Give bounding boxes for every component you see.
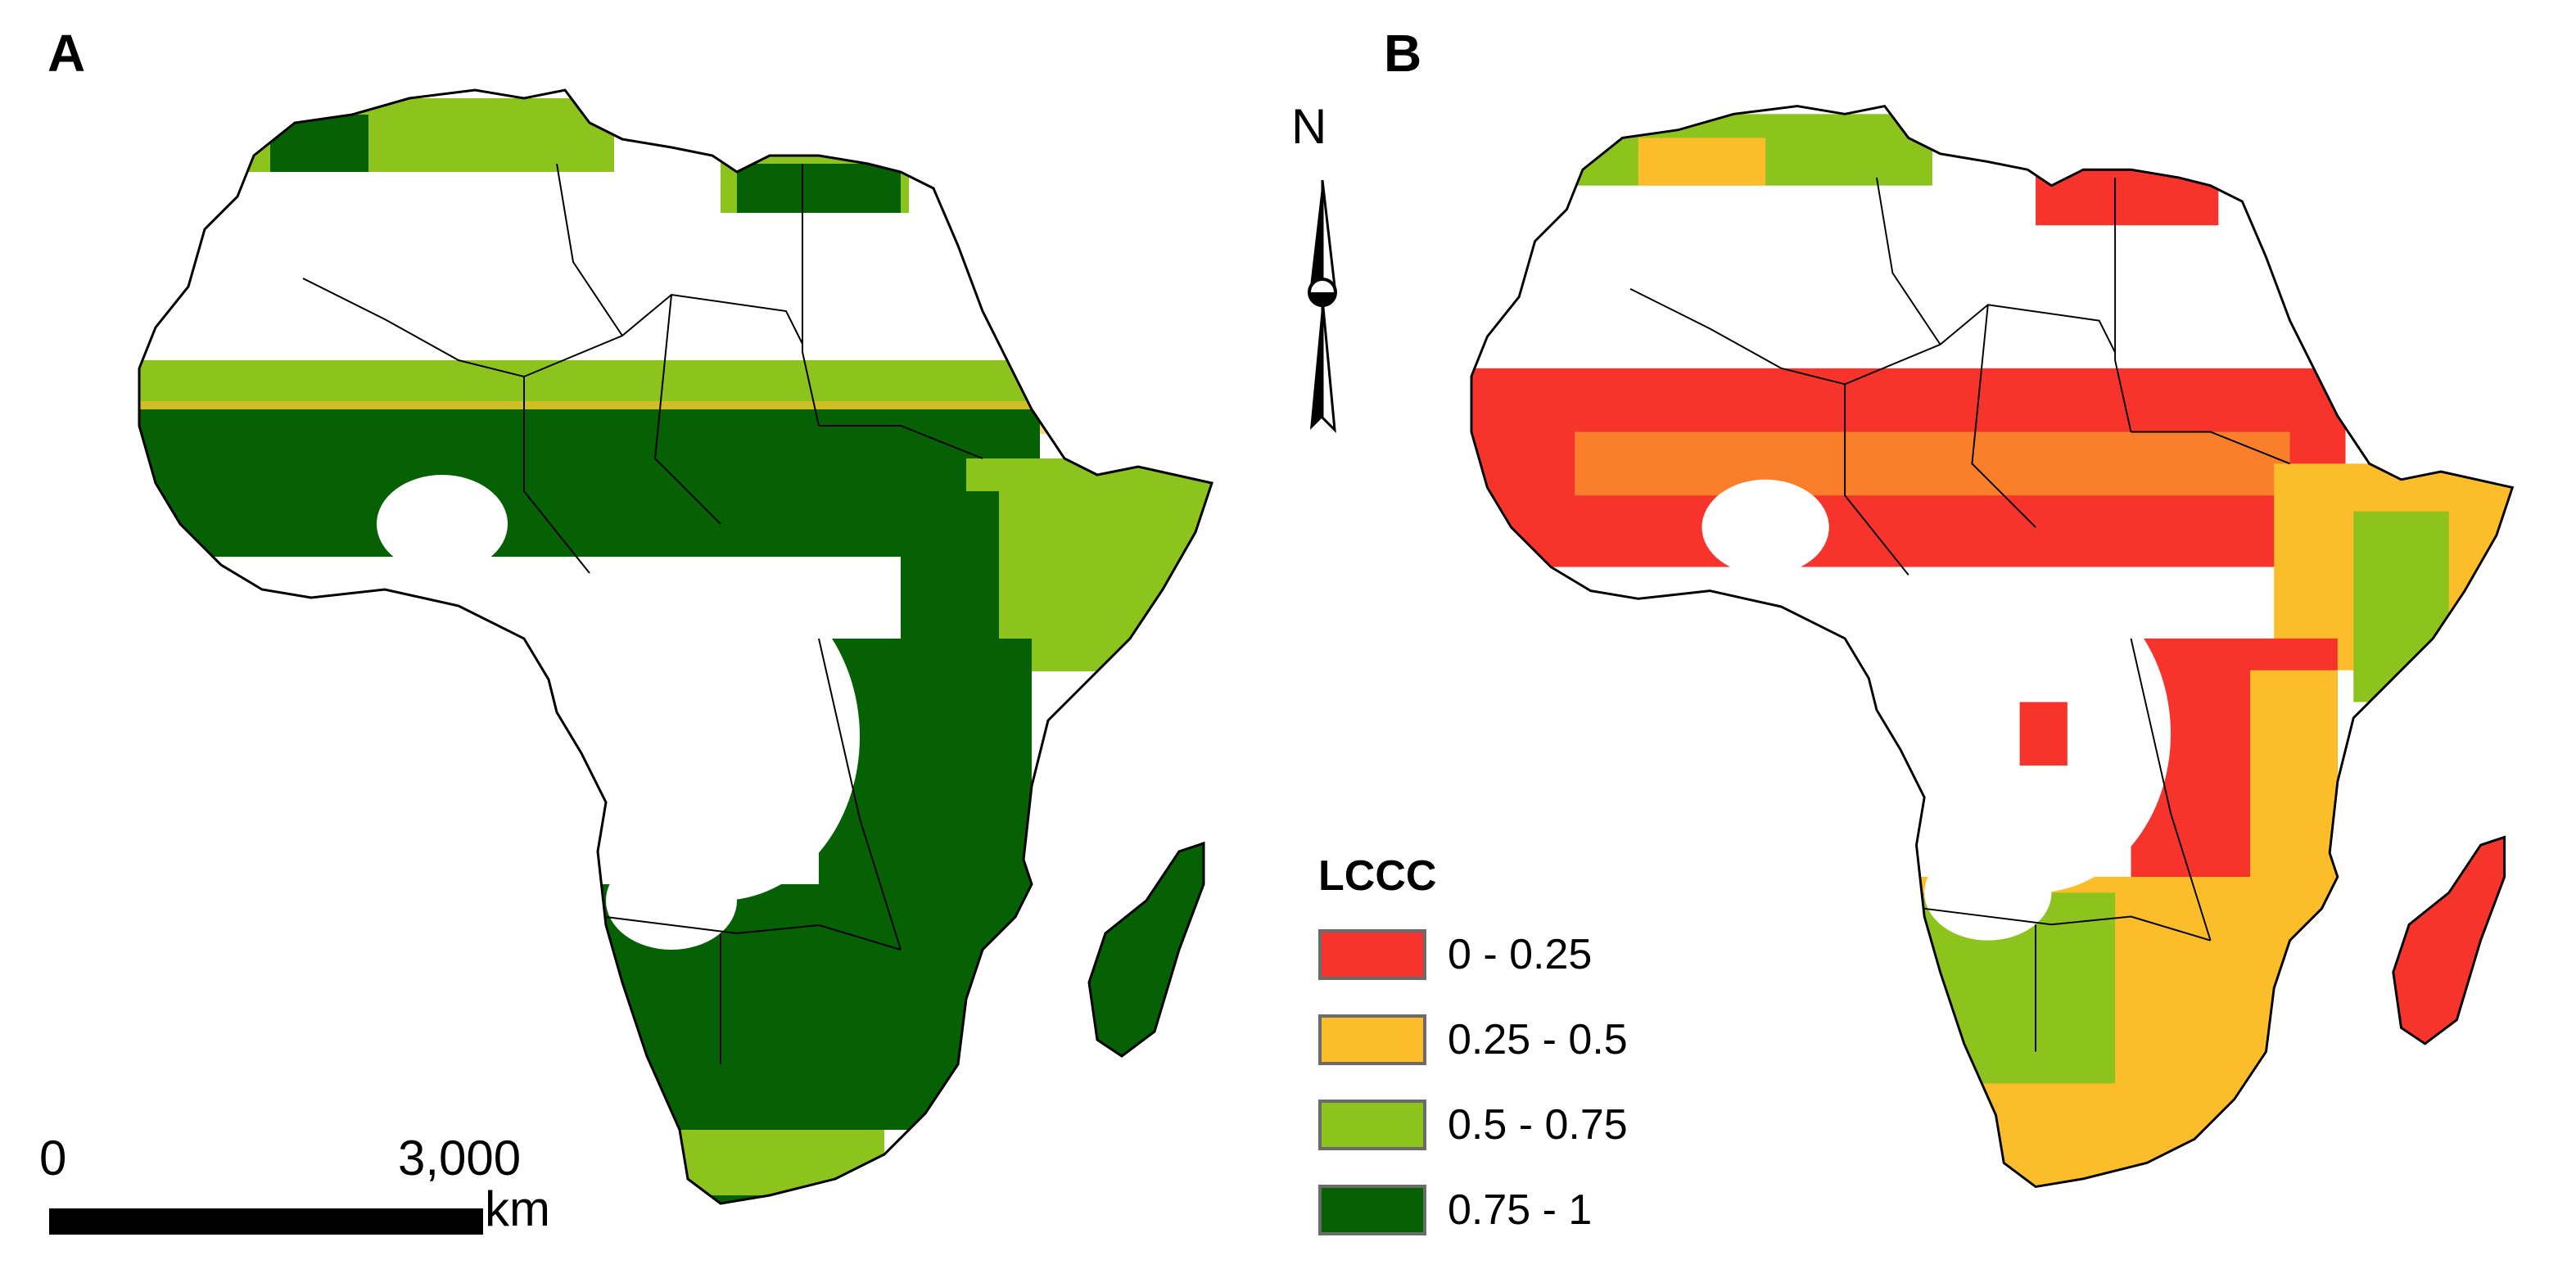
country-borders-a [302,163,983,1064]
legend: LCCC 0 - 0.25 0.25 - 0.5 0.5 - 0.75 0.75… [1318,851,1744,1261]
scale-start-label: 0 [39,1131,67,1185]
legend-title: LCCC [1318,852,1437,900]
legend-label: 0.5 - 0.75 [1448,1101,1628,1149]
country-borders-b [1629,177,2290,1052]
legend-label: 0.75 - 1 [1448,1186,1593,1234]
legend-swatch [1318,1100,1426,1150]
legend-label: 0.25 - 0.5 [1448,1016,1628,1064]
legend-item: 0.75 - 1 [1318,1167,1744,1253]
legend-item: 0 - 0.25 [1318,912,1744,997]
legend-swatch [1318,1185,1426,1235]
panel-label-b: B [1384,24,1422,83]
continent-outline-b [1470,105,2515,1189]
legend-item: 0.5 - 0.75 [1318,1082,1744,1167]
map-panel-b [1470,105,2515,1189]
legend-item: 0.25 - 0.5 [1318,997,1744,1082]
scale-bar: 0 3,000 km [39,1130,581,1244]
legend-swatch [1318,1014,1426,1065]
panel-label-a: A [47,24,86,83]
legend-label: 0 - 0.25 [1448,931,1593,978]
scale-unit-label: km [485,1181,550,1236]
scale-bar-line [49,1208,483,1235]
north-arrow-label: N [1291,99,1327,154]
madagascar-b [2392,835,2506,1045]
map-panel-a [138,88,1213,1205]
north-arrow-icon [1308,179,1337,434]
scale-end-label: 3,000 [398,1131,522,1185]
continent-outline-a [138,88,1213,1205]
madagascar-a [1087,841,1205,1058]
legend-swatch [1318,929,1426,980]
